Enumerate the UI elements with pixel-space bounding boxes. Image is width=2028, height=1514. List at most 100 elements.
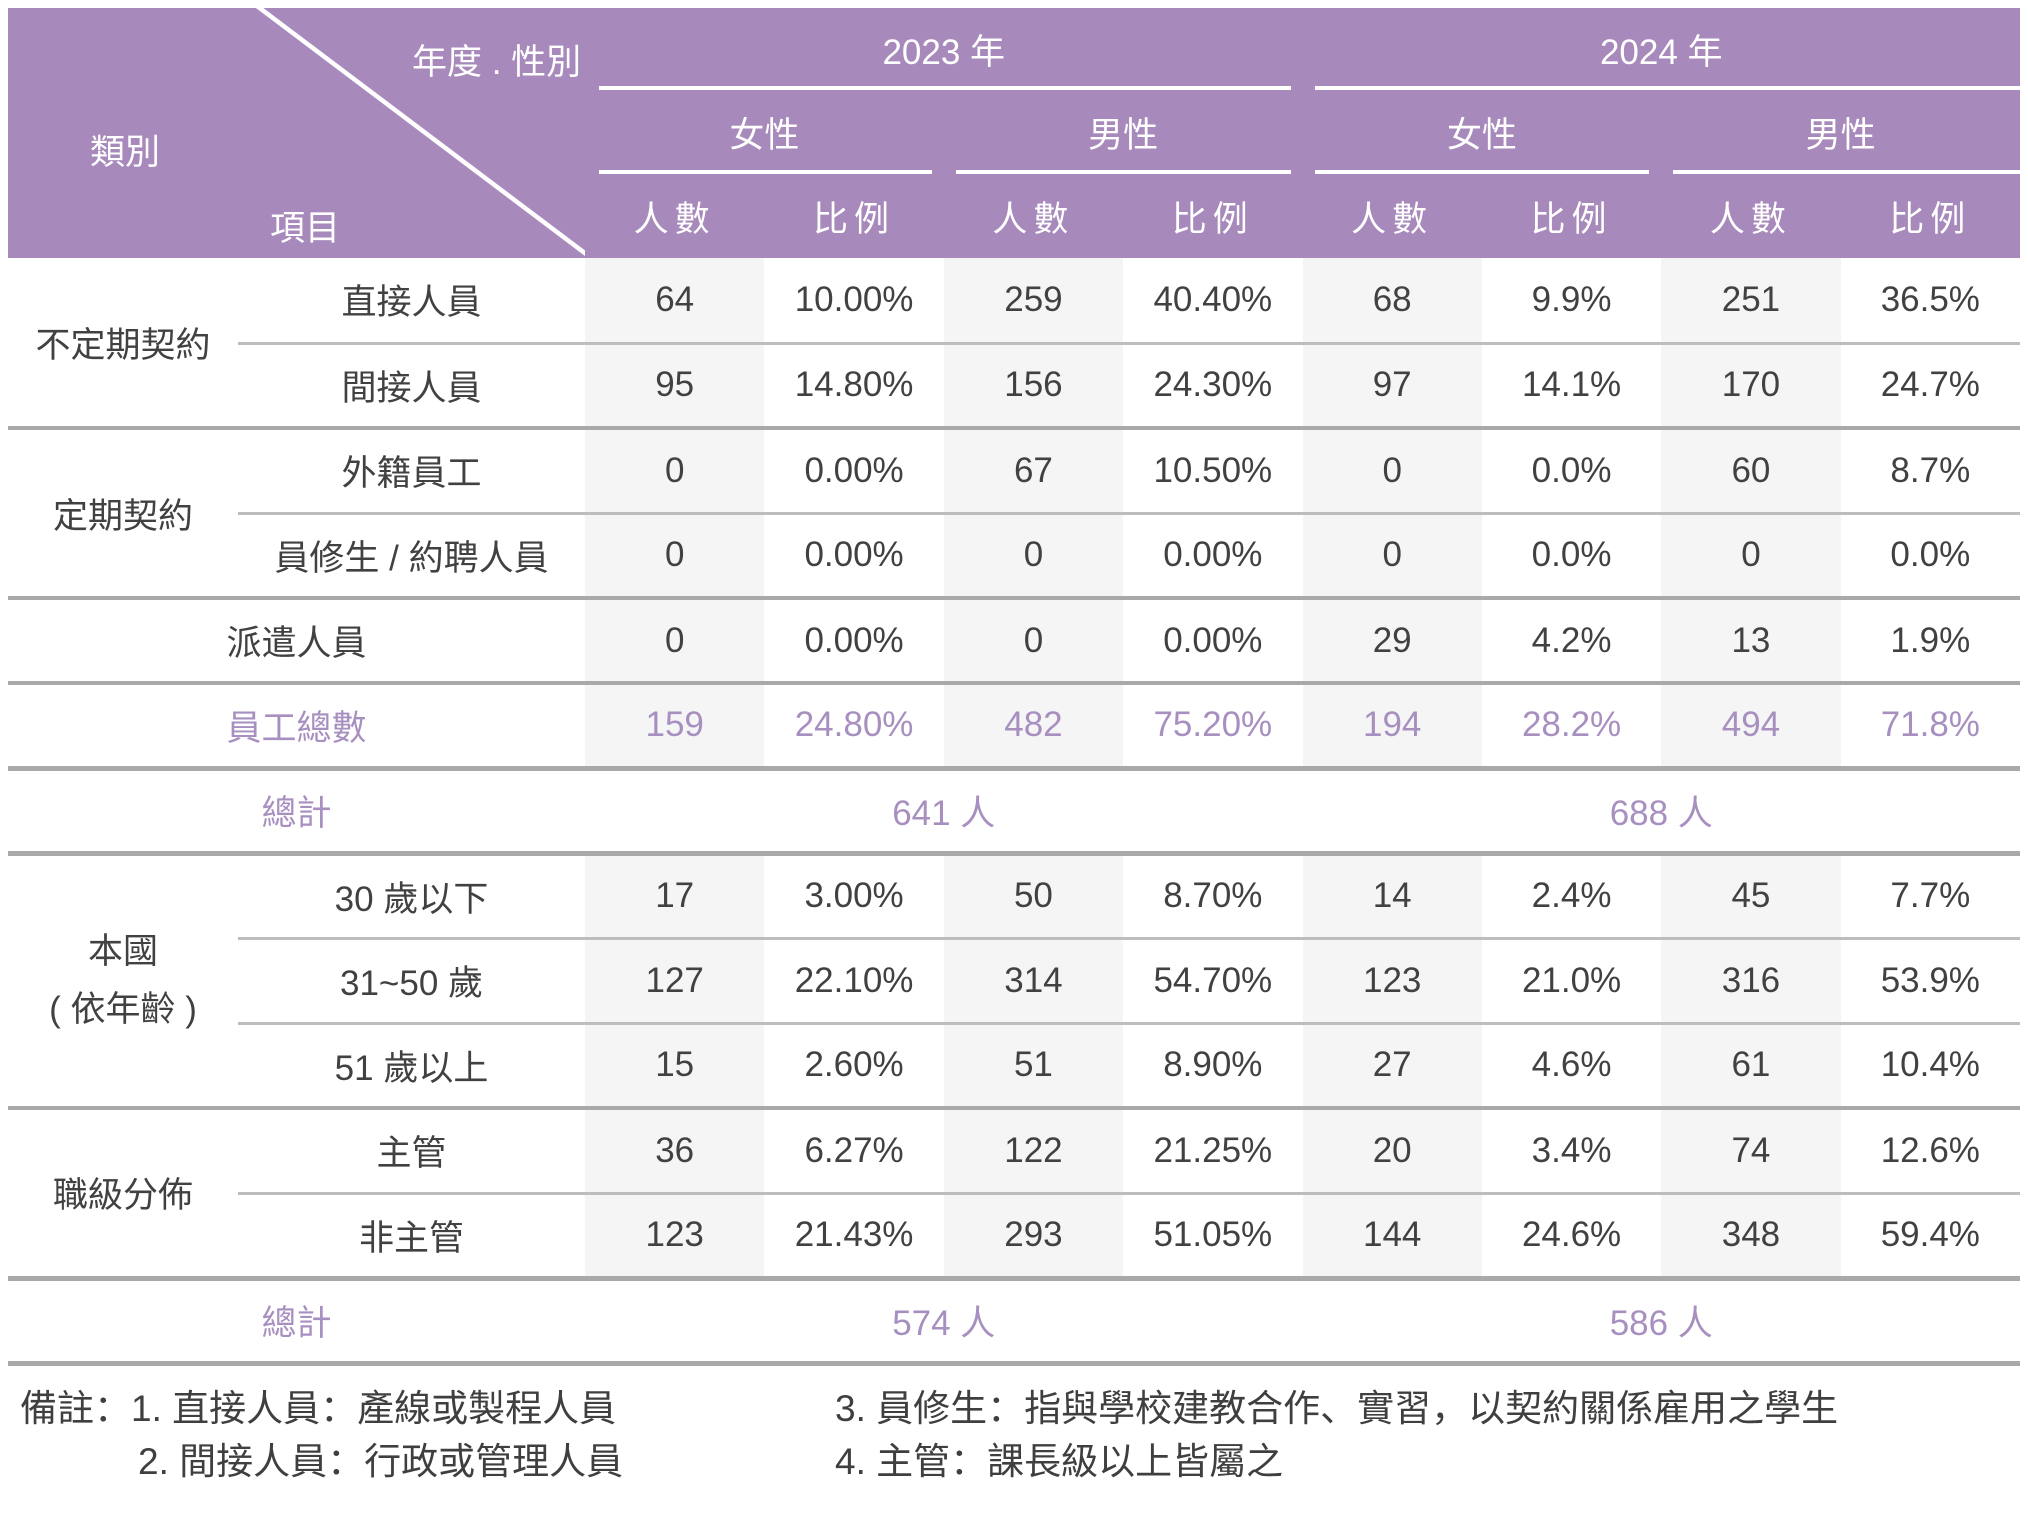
measure-header: 人數 (1661, 174, 1841, 258)
row-label: 派遣人員 (8, 596, 585, 683)
cell: 51 (943, 1021, 1124, 1108)
cell: 0 (943, 596, 1124, 683)
row-label: 總計 (8, 1275, 585, 1366)
cell: 45 (1731, 876, 1771, 915)
cell: 122 (943, 1106, 1124, 1193)
cell: 0 (943, 511, 1124, 598)
cell: 0.0% (1481, 426, 1662, 513)
cell: 0 (585, 596, 765, 683)
table-row: 定期契約 外籍員工 0 0.00% 67 10.50% 0 0.0% 60 8.… (8, 426, 2020, 598)
cell: 10.50% (1123, 426, 1303, 513)
cell: 0 (1302, 511, 1482, 598)
corner-header-cell: 年度 . 性別 類別 項目 (8, 8, 585, 258)
footnotes-right-column: 3. 員修生：指與學校建教合作、實習，以契約關係雇用之學生 4. 主管：課長級以… (835, 1382, 2020, 1488)
table-row: 職級分佈 主管 36 6.27% 122 21.25% 20 3.4% 74 1… (8, 1106, 2020, 1278)
cell: 95 (585, 341, 765, 428)
row-label: 直接人員 (341, 283, 482, 323)
cell: 494 (1661, 681, 1841, 768)
row-label: 31~50 歲 (238, 936, 585, 1023)
cell: 9.9% (1531, 279, 1612, 319)
measure-header: 人數 (585, 174, 765, 258)
row-label: 總計 (8, 765, 585, 856)
cell: 29 (1302, 596, 1482, 683)
cell: 36 (585, 1106, 765, 1193)
category-label: 不定期契約 (35, 325, 211, 365)
cell: 22.10% (764, 936, 944, 1023)
table-row: 間接人員 95 14.80% 156 24.30% 97 14.1% 170 2… (8, 341, 2020, 428)
cell: 14.80% (764, 341, 944, 428)
cell: 71.8% (1840, 681, 2020, 768)
cell: 24.6% (1481, 1191, 1662, 1278)
corner-label-item: 項目 (270, 209, 341, 248)
total-2023: 641 人 (585, 765, 1303, 856)
cell: 50 (1013, 876, 1053, 915)
cell: 64 (655, 279, 695, 319)
cell: 8.7% (1840, 426, 2020, 513)
cell: 59.4% (1840, 1191, 2020, 1278)
cell: 0 (585, 426, 765, 513)
row-label: 主管 (238, 1106, 585, 1193)
total-2024: 586 人 (1302, 1275, 2020, 1366)
cell: 27 (1302, 1021, 1482, 1108)
footnote-line: 備註：1. 直接人員：產線或製程人員 (20, 1387, 617, 1429)
cell: 54.70% (1123, 936, 1303, 1023)
table-body: 不定期契約 直接人員 64 10.00% 259 40.40% 68 9.9% … (8, 258, 2020, 1366)
cell: 12.6% (1840, 1106, 2020, 1193)
cell: 6.27% (764, 1106, 944, 1193)
grand-total-row: 總計 574 人 586 人 (8, 1275, 2020, 1366)
diagonal-divider-line (255, 8, 585, 257)
footnote-line: 4. 主管：課長級以上皆屬之 (835, 1440, 1284, 1482)
table-row: 31~50 歲 127 22.10% 314 54.70% 123 21.0% … (8, 936, 2020, 1023)
table-row-total-employees: 員工總數 159 24.80% 482 75.20% 194 28.2% 494… (8, 681, 2020, 768)
cell: 61 (1661, 1021, 1841, 1108)
row-label: 員修生 / 約聘人員 (238, 511, 585, 598)
cell: 13 (1661, 596, 1841, 683)
cell: 4.6% (1481, 1021, 1662, 1108)
cell: 2.4% (1531, 876, 1612, 915)
cell: 28.2% (1481, 681, 1662, 768)
cell: 36.5% (1880, 279, 1980, 319)
cell: 75.20% (1123, 681, 1303, 768)
table-row: 非主管 123 21.43% 293 51.05% 144 24.6% 348 … (8, 1191, 2020, 1278)
cell: 144 (1302, 1191, 1482, 1278)
row-label: 間接人員 (238, 341, 585, 428)
cell: 14 (1372, 876, 1412, 915)
footnotes-left-column: 備註：1. 直接人員：產線或製程人員 2. 間接人員：行政或管理人員 (20, 1382, 835, 1488)
grand-total-row: 總計 641 人 688 人 (8, 765, 2020, 856)
category-label: 本國 ( 依年齡 ) (49, 932, 197, 1029)
cell: 316 (1661, 936, 1841, 1023)
table-header: 年度 . 性別 類別 項目 2023 年 2024 年 女性 男性 女性 男性 … (8, 8, 2020, 258)
measure-header: 比例 (764, 174, 944, 258)
cell: 156 (943, 341, 1124, 428)
cell: 3.00% (804, 876, 904, 915)
cell: 53.9% (1840, 936, 2020, 1023)
corner-label-year-gender: 年度 . 性別 (412, 43, 582, 82)
footnote-line: 3. 員修生：指與學校建教合作、實習，以契約關係雇用之學生 (835, 1387, 1839, 1429)
cell: 4.2% (1481, 596, 1662, 683)
cell: 0 (1661, 511, 1841, 598)
cell: 251 (1721, 279, 1781, 319)
cell: 10.00% (794, 279, 914, 319)
measure-header: 人數 (1302, 174, 1482, 258)
cell: 482 (943, 681, 1124, 768)
cell: 2.60% (764, 1021, 944, 1108)
cell: 3.4% (1481, 1106, 1662, 1193)
cell: 40.40% (1153, 279, 1273, 319)
footnotes: 備註：1. 直接人員：產線或製程人員 2. 間接人員：行政或管理人員 3. 員修… (8, 1366, 2020, 1488)
table-row: 不定期契約 直接人員 64 10.00% 259 40.40% 68 9.9% … (8, 258, 2020, 365)
footnote-line: 2. 間接人員：行政或管理人員 (138, 1440, 624, 1482)
cell: 0 (1302, 426, 1482, 513)
table-row: 員修生 / 約聘人員 0 0.00% 0 0.00% 0 0.0% 0 0.0% (8, 511, 2020, 598)
cell: 0.00% (1123, 511, 1303, 598)
row-label: 51 歲以上 (238, 1021, 585, 1108)
cell: 194 (1302, 681, 1482, 768)
cell: 123 (585, 1191, 765, 1278)
row-label: 30 歲以下 (334, 879, 489, 919)
measure-header: 比例 (1840, 174, 2020, 258)
cell: 348 (1661, 1191, 1841, 1278)
cell: 67 (943, 426, 1124, 513)
cell: 17 (655, 876, 695, 915)
measure-header: 比例 (1481, 174, 1662, 258)
cell: 0 (585, 511, 765, 598)
cell: 170 (1661, 341, 1841, 428)
